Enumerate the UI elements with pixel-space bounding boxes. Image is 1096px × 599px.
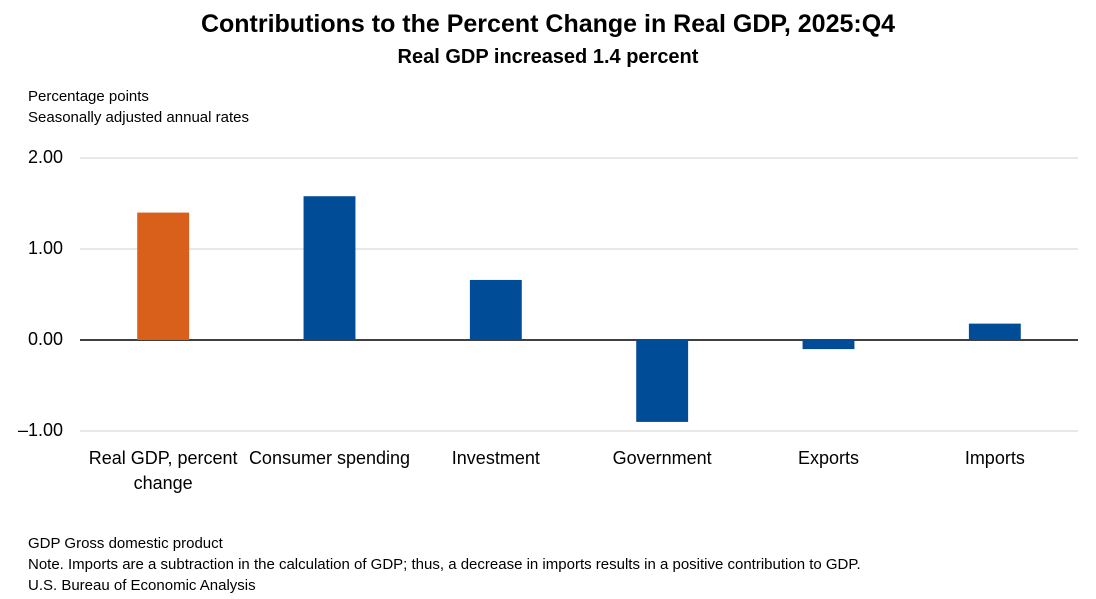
x-tick-label: Exports xyxy=(797,448,860,468)
x-tick-label: Consumer spending xyxy=(248,448,411,468)
x-tick-label: Government xyxy=(612,448,712,468)
bar xyxy=(137,212,190,340)
y-tick-label: 2.00 xyxy=(27,147,63,167)
bar xyxy=(303,196,356,340)
y-tick-label: –1.00 xyxy=(17,420,63,440)
footnote: Note. Imports are a subtraction in the c… xyxy=(28,556,861,573)
y-tick-label: 1.00 xyxy=(27,238,63,258)
footnote: U.S. Bureau of Economic Analysis xyxy=(28,577,256,594)
chart-title: Contributions to the Percent Change in R… xyxy=(200,10,896,38)
bar xyxy=(802,340,855,350)
x-tick-label: Investment xyxy=(451,448,540,468)
y-axis-label: Percentage points xyxy=(28,88,149,105)
footnote: GDP Gross domestic product xyxy=(28,535,223,552)
bar xyxy=(636,340,689,422)
y-tick-label: 0.00 xyxy=(27,329,63,349)
y-axis-label: Seasonally adjusted annual rates xyxy=(28,109,249,126)
chart-subtitle: Real GDP increased 1.4 percent xyxy=(397,46,699,68)
bar xyxy=(469,279,522,340)
bar xyxy=(968,323,1021,340)
x-tick-label: Imports xyxy=(964,448,1025,468)
x-tick-label: Real GDP, percent change xyxy=(88,448,238,493)
